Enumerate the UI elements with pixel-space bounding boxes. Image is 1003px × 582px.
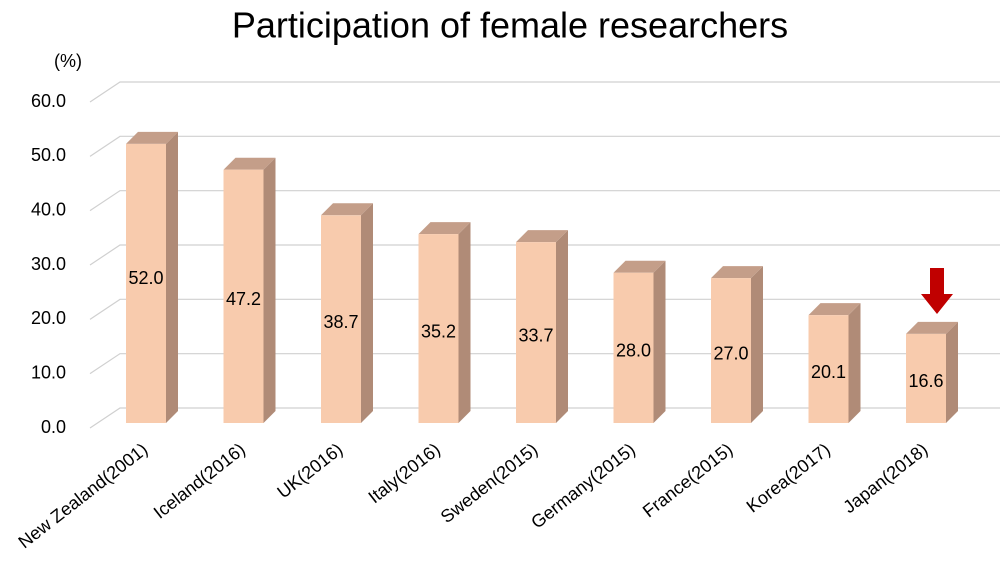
- bar-top: [906, 321, 958, 334]
- grid: [89, 81, 1000, 429]
- bar-side: [458, 222, 471, 423]
- x-tick-label: New Zealand(2001): [14, 439, 151, 552]
- y-tick-label: 0.0: [41, 417, 66, 437]
- value-label: 27.0: [713, 343, 748, 363]
- x-tick-label: Germany(2015): [527, 439, 639, 532]
- x-tick-label: Sweden(2015): [437, 439, 542, 527]
- bar-side: [166, 131, 178, 423]
- bar-top: [418, 222, 471, 235]
- x-tick-label: Korea(2017): [743, 439, 834, 516]
- bar-top: [321, 203, 373, 216]
- y-unit-label: (%): [54, 51, 82, 71]
- bar-top: [223, 157, 276, 170]
- bar-top: [126, 131, 178, 144]
- value-label: 33.7: [518, 325, 553, 345]
- arrow: [921, 268, 953, 314]
- grid-line: [89, 190, 1000, 212]
- bar: [711, 278, 751, 423]
- x-tick-label: Japan(2018): [839, 439, 931, 517]
- value-label: 16.6: [908, 371, 943, 391]
- bar-side: [361, 203, 373, 423]
- grid-line: [89, 407, 1000, 429]
- bar: [808, 315, 849, 423]
- bar: [516, 242, 556, 423]
- chart-title: Participation of female researchers: [232, 5, 788, 46]
- bar-top: [613, 260, 666, 273]
- bar: [223, 169, 264, 423]
- y-tick-label: 60.0: [31, 91, 66, 111]
- bar: [418, 234, 459, 423]
- bars: [126, 131, 958, 423]
- bar-side: [653, 260, 666, 423]
- bar-top: [711, 266, 763, 279]
- bar-side: [946, 321, 958, 423]
- y-tick-label: 50.0: [31, 145, 66, 165]
- bar: [321, 215, 361, 423]
- bar: [126, 143, 166, 423]
- value-label: 38.7: [323, 312, 358, 332]
- grid-line: [89, 353, 1000, 375]
- bar-side: [263, 157, 276, 423]
- value-label: 47.2: [226, 289, 261, 309]
- value-label: 52.0: [128, 268, 163, 288]
- grid-line: [89, 135, 1000, 157]
- y-tick-label: 10.0: [31, 362, 66, 382]
- bar-top: [516, 230, 568, 243]
- bar-side: [848, 303, 861, 423]
- x-tick-label: Italy(2016): [365, 439, 444, 507]
- y-tick-label: 20.0: [31, 308, 66, 328]
- bar-side: [751, 266, 763, 423]
- value-label: 28.0: [616, 341, 651, 361]
- y-tick-label: 40.0: [31, 199, 66, 219]
- x-tick-label: UK(2016): [273, 439, 346, 502]
- grid-line: [89, 298, 1000, 320]
- x-tick-label: Iceland(2016): [150, 439, 249, 523]
- grid-line: [89, 244, 1000, 266]
- y-tick-label: 30.0: [31, 254, 66, 274]
- bar-top: [808, 303, 861, 316]
- bar: [906, 333, 946, 423]
- value-label: 35.2: [421, 321, 456, 341]
- value-label: 20.1: [811, 362, 846, 382]
- bar: [613, 272, 654, 423]
- grid-line: [89, 81, 1000, 103]
- x-tick-label: France(2015): [639, 439, 736, 521]
- bar-side: [556, 230, 568, 423]
